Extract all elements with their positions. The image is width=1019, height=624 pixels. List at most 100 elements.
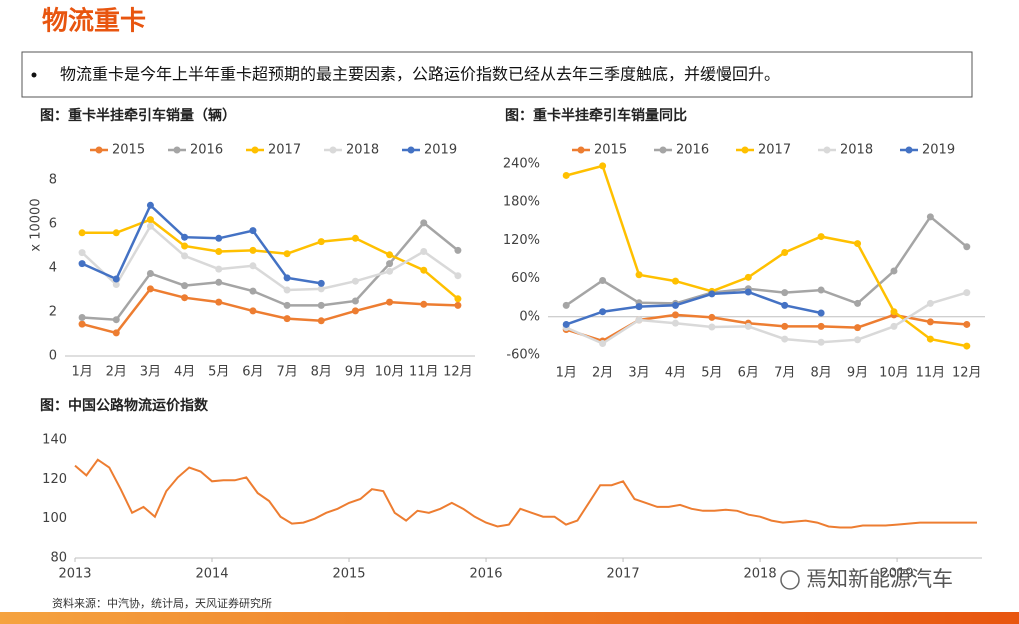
- point: [599, 162, 607, 170]
- y-tick-label: 180%: [503, 195, 540, 210]
- point: [817, 322, 825, 330]
- bullet-dot: [31, 72, 37, 78]
- point: [781, 335, 789, 343]
- point: [599, 340, 607, 348]
- point: [146, 270, 154, 277]
- legend-marker: [905, 146, 913, 154]
- point: [708, 313, 716, 321]
- x-tick-label: 3月: [140, 365, 161, 380]
- point: [817, 233, 825, 241]
- point: [215, 234, 223, 242]
- x-tick-label: 5月: [208, 365, 229, 380]
- point: [744, 288, 752, 296]
- y-tick-label: -60%: [506, 348, 540, 363]
- legend-label: 2015: [594, 143, 627, 158]
- point: [817, 286, 825, 294]
- point: [215, 278, 223, 286]
- point: [181, 252, 189, 260]
- point: [181, 242, 189, 250]
- y-tick-label: 0: [49, 349, 57, 364]
- point: [890, 308, 898, 316]
- point: [744, 273, 752, 281]
- y-tick-label: 0%: [519, 309, 540, 324]
- point: [215, 248, 223, 255]
- legend-label: 2016: [190, 143, 223, 158]
- point: [283, 301, 291, 309]
- point: [963, 289, 971, 297]
- chart-title: 图：重卡半挂牵引车销量同比: [505, 107, 687, 124]
- legend-label: 2017: [268, 143, 301, 158]
- x-tick-label: 1月: [71, 365, 92, 380]
- x-tick-label: 6月: [738, 366, 759, 381]
- x-tick-label: 4月: [174, 365, 195, 380]
- data-line: [81, 287, 458, 335]
- legend-label: 2019: [922, 143, 955, 158]
- point: [635, 271, 643, 279]
- x-tick-label: 6月: [242, 365, 263, 380]
- point: [781, 322, 789, 330]
- point: [926, 335, 934, 343]
- legend-label: 2015: [112, 143, 145, 158]
- x-tick-label: 2019: [881, 567, 914, 582]
- x-tick-label: 2018: [744, 567, 777, 582]
- point: [283, 315, 291, 323]
- point: [283, 250, 291, 258]
- point: [599, 277, 607, 285]
- point: [317, 279, 325, 287]
- point: [112, 281, 120, 288]
- y-tick-label: 140: [42, 433, 67, 448]
- point: [926, 213, 934, 221]
- x-tick-label: 8月: [311, 365, 332, 380]
- y-tick-label: 120%: [503, 233, 540, 248]
- point: [817, 309, 825, 317]
- data-line: [81, 224, 459, 292]
- y-tick-label: 2: [49, 305, 57, 320]
- x-tick-label: 10月: [375, 365, 405, 380]
- point: [708, 290, 716, 298]
- point: [817, 338, 825, 346]
- point: [351, 234, 359, 242]
- x-tick-label: 2016: [469, 567, 502, 582]
- point: [317, 317, 325, 325]
- point: [854, 240, 862, 248]
- x-tick-label: 2015: [332, 567, 365, 582]
- point: [926, 299, 934, 307]
- point: [146, 216, 154, 224]
- y-tick-label: 6: [49, 217, 57, 232]
- chart-title: 图：中国公路物流运价指数: [40, 397, 209, 414]
- point: [454, 295, 462, 303]
- legend-marker: [95, 146, 103, 154]
- legend-marker: [407, 146, 415, 154]
- point: [283, 274, 291, 282]
- x-tick-label: 7月: [276, 365, 297, 380]
- point: [671, 277, 679, 285]
- footer-bar: [0, 612, 1019, 624]
- data-line: [82, 218, 459, 300]
- point: [112, 229, 120, 237]
- point: [635, 316, 643, 324]
- data-line: [565, 290, 822, 326]
- point: [890, 267, 898, 275]
- legend-marker: [251, 146, 259, 154]
- point: [78, 229, 86, 237]
- point: [283, 286, 291, 294]
- point: [454, 272, 462, 280]
- point: [635, 303, 643, 311]
- point: [112, 329, 120, 337]
- point: [386, 267, 394, 275]
- legend-marker: [173, 146, 181, 154]
- point: [351, 307, 359, 315]
- point: [112, 275, 120, 283]
- point: [181, 233, 189, 241]
- point: [963, 243, 971, 251]
- point: [181, 294, 189, 302]
- point: [781, 289, 789, 297]
- x-tick-label: 7月: [774, 366, 795, 381]
- point: [249, 262, 257, 270]
- point: [317, 238, 325, 246]
- x-tick-label: 5月: [701, 366, 722, 381]
- point: [781, 301, 789, 309]
- x-tick-label: 12月: [952, 366, 982, 381]
- x-tick-label: 4月: [665, 366, 686, 381]
